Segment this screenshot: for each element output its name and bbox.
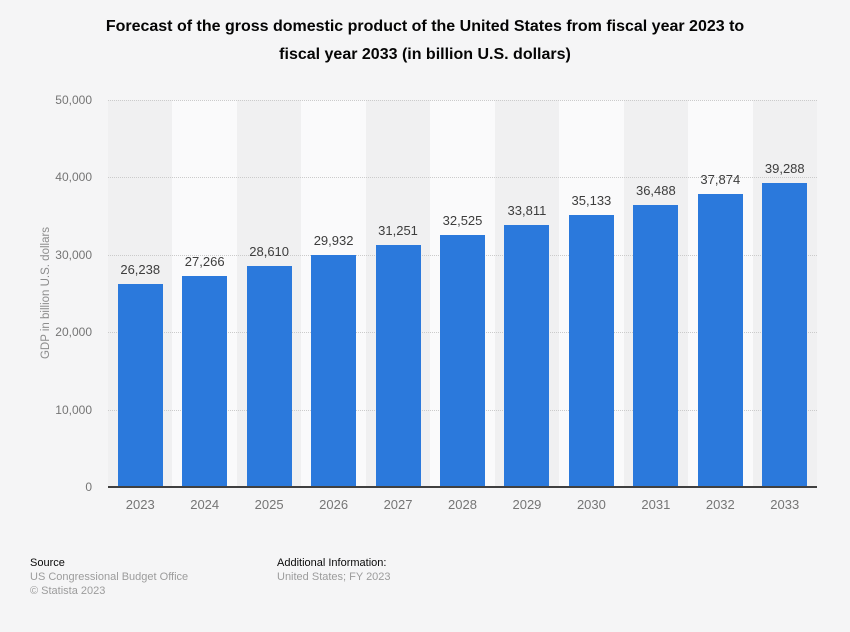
x-tick-label-2028: 2028 [448, 497, 477, 512]
bar-2025 [246, 265, 292, 487]
bar-value-2032: 37,874 [700, 171, 741, 187]
bar-2031 [633, 204, 679, 487]
y-tick-label-40000: 40,000 [55, 170, 92, 185]
gridline-40000 [108, 177, 817, 179]
chart-title-line1: Forecast of the gross domestic product o… [105, 18, 745, 35]
bar-value-2033: 39,288 [764, 160, 805, 176]
x-tick-label-2030: 2030 [576, 497, 606, 512]
x-tick-label-2025: 2025 [254, 497, 284, 512]
bar-2030 [568, 215, 614, 487]
chart-title: Forecast of the gross domestic product o… [0, 13, 850, 69]
bar-value-2030: 35,133 [571, 193, 612, 209]
bar-2033 [762, 182, 808, 487]
source-block: Source US Congressional Budget Office © … [30, 556, 188, 598]
x-tick-label-2031: 2031 [641, 497, 671, 512]
x-tick-label-2029: 2029 [512, 497, 542, 512]
x-tick-label-2026: 2026 [319, 497, 349, 512]
copyright-notice: © Statista 2023 [30, 585, 106, 597]
bar-value-2024: 27,266 [184, 253, 225, 269]
bar-2028 [440, 235, 485, 487]
y-tick-label-30000: 30,000 [55, 247, 92, 262]
bar-2024 [182, 275, 228, 487]
x-axis-line [108, 486, 817, 488]
source-value: US Congressional Budget Office [30, 571, 189, 583]
x-tick-label-2023: 2023 [125, 497, 155, 512]
chart-title-line2: fiscal year 2033 (in billion U.S. dollar… [279, 46, 571, 63]
y-tick-label-20000: 20,000 [55, 325, 92, 340]
additional-info-block: Additional Information: United States; F… [277, 556, 391, 584]
y-tick-label-10000: 10,000 [55, 402, 92, 417]
x-tick-label-2024: 2024 [190, 497, 220, 512]
x-tick-label-2032: 2032 [705, 497, 735, 512]
x-tick-label-2027: 2027 [383, 497, 413, 512]
bar-2032 [697, 193, 743, 487]
bar-2026 [311, 255, 357, 487]
bar-value-2031: 36,488 [635, 182, 676, 198]
bar-value-2023: 26,238 [120, 261, 161, 277]
y-tick-label-0: 0 [85, 480, 92, 494]
bar-value-2025: 28,610 [249, 243, 290, 259]
bar-value-2028: 32,525 [442, 213, 483, 229]
bar-2027 [375, 245, 421, 487]
bar-value-2027: 31,251 [378, 223, 418, 239]
y-axis-title: GDP in billion U.S. dollars [40, 226, 52, 360]
bar-2023 [117, 283, 163, 487]
source-label: Source [30, 557, 65, 569]
gridline-50000 [108, 100, 817, 101]
additional-info-value: United States; FY 2023 [277, 571, 391, 583]
y-tick-label-50000: 50,000 [55, 93, 92, 107]
additional-info-label: Additional Information: [277, 557, 387, 569]
x-tick-label-2033: 2033 [770, 497, 800, 512]
bar-2029 [504, 225, 550, 487]
bar-value-2029: 33,811 [507, 203, 547, 219]
bar-value-2026: 29,932 [313, 233, 354, 249]
